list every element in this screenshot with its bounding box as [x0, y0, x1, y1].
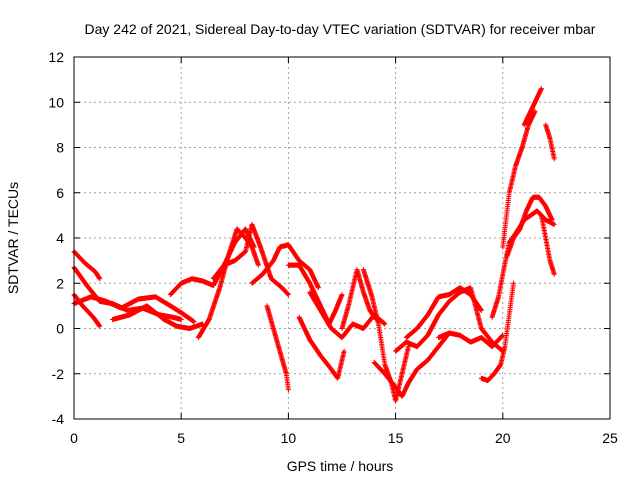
y-tick-label: 2: [56, 275, 64, 291]
x-axis-label: GPS time / hours: [287, 458, 394, 474]
data-point: [538, 86, 544, 92]
series-track-11: [285, 262, 345, 327]
series-track-24: [521, 86, 544, 128]
series-track-1: [71, 249, 103, 282]
y-tick-label: 10: [48, 94, 64, 110]
y-tick-label: -4: [52, 411, 65, 427]
data-point: [511, 280, 517, 286]
data-point: [191, 319, 197, 325]
series-track-25: [538, 212, 557, 277]
chart-title: Day 242 of 2021, Sidereal Day-to-day VTE…: [85, 21, 596, 37]
data-point: [382, 321, 388, 327]
x-tick-label: 0: [70, 430, 78, 446]
data-point: [551, 271, 557, 277]
series-track-10: [249, 242, 321, 291]
data-points: [71, 86, 557, 404]
x-tick-label: 5: [177, 430, 185, 446]
x-tick-label: 25: [602, 430, 618, 446]
data-point: [551, 221, 557, 227]
data-point: [341, 348, 347, 354]
series-track-4: [71, 294, 197, 325]
y-tick-label: 0: [56, 321, 64, 337]
y-tick-label: 6: [56, 185, 64, 201]
data-point: [285, 292, 291, 298]
x-tick-labels: 0 5 10 15 20 25: [70, 430, 618, 446]
y-axis-label: SDTVAR / TECUs: [5, 182, 21, 294]
series-track-12: [296, 314, 347, 381]
data-point: [315, 285, 321, 291]
plot-frame: [73, 56, 611, 420]
series-track-9: [264, 303, 291, 393]
series-track-13: [339, 267, 379, 331]
series-track-22: [504, 194, 555, 259]
series-track-8: [210, 221, 291, 298]
data-point: [478, 307, 484, 313]
y-tick-label: -2: [52, 366, 65, 382]
data-point: [255, 262, 261, 268]
y-tick-labels: -4 -2 0 2 4 6 8 10 12: [48, 49, 64, 427]
data-point: [549, 217, 555, 223]
data-point: [339, 292, 345, 298]
y-tick-label: 4: [56, 230, 64, 246]
x-tick-label: 20: [495, 430, 511, 446]
data-point: [551, 156, 557, 162]
series-track-15: [360, 267, 411, 404]
grid-lines: [73, 56, 611, 420]
series-track-20: [478, 280, 517, 384]
series-track-16: [371, 330, 452, 399]
y-tick-label: 8: [56, 140, 64, 156]
x-tick-label: 15: [388, 430, 404, 446]
series-track-14: [307, 289, 388, 341]
data-point: [97, 323, 103, 329]
series-track-19: [435, 330, 506, 350]
data-point: [178, 316, 184, 322]
data-point: [285, 387, 291, 393]
y-tick-label: 12: [48, 49, 64, 65]
x-tick-label: 10: [281, 430, 297, 446]
series-track-23: [500, 108, 538, 250]
series-track-5: [110, 303, 206, 331]
data-point: [97, 276, 103, 282]
series-track-26: [543, 122, 557, 162]
